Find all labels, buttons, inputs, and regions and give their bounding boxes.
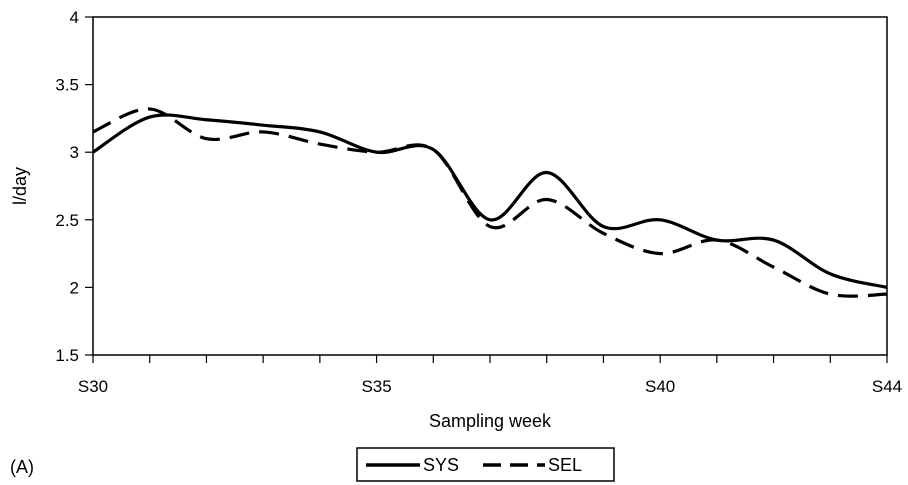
y-tick-label-2: 2 — [70, 278, 79, 297]
legend: SYS SEL — [357, 448, 614, 481]
series-layer — [93, 109, 887, 296]
x-tick-label-S40: S40 — [645, 377, 675, 396]
y-tick-label-2.5: 2.5 — [55, 211, 79, 230]
series-line-sel — [93, 109, 887, 296]
y-tick-label-3: 3 — [70, 143, 79, 162]
y-axis-title: l/day — [10, 167, 30, 205]
y-tick-label-4: 4 — [70, 8, 79, 27]
x-axis-title: Sampling week — [429, 411, 552, 431]
panel-label: (A) — [10, 457, 34, 477]
x-tick-label-S30: S30 — [78, 377, 108, 396]
x-tick-label-S44: S44 — [872, 377, 902, 396]
plot-frame — [93, 17, 887, 355]
y-tick-label-1.5: 1.5 — [55, 346, 79, 365]
x-ticks: S30 S35 S40 S44 — [78, 355, 902, 396]
y-ticks: 1.5 2 2.5 3 3.5 4 — [55, 8, 93, 365]
y-tick-label-3.5: 3.5 — [55, 76, 79, 95]
legend-label-sel: SEL — [548, 455, 582, 475]
legend-label-sys: SYS — [423, 455, 459, 475]
x-tick-label-S35: S35 — [361, 377, 391, 396]
